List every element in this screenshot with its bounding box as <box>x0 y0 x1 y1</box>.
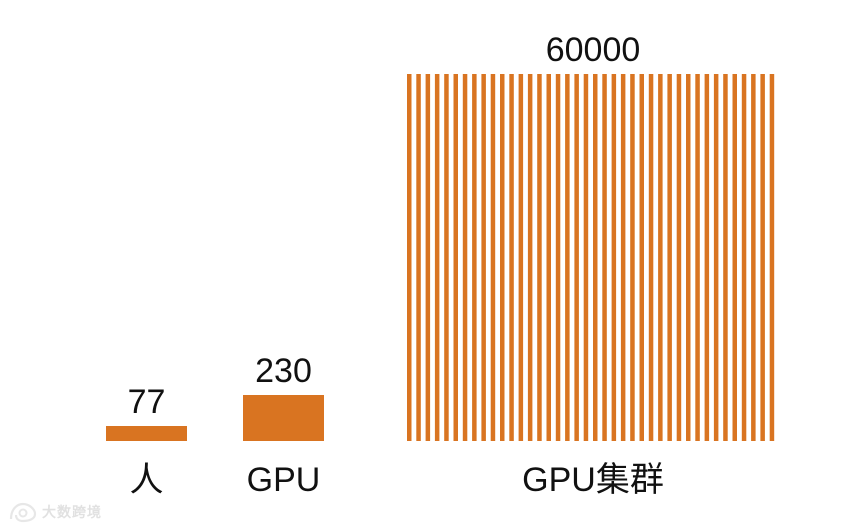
value-label-1: 230 <box>255 352 312 390</box>
bar-stripe <box>537 74 542 441</box>
watermark-logo-icon <box>9 502 37 523</box>
bar-stripe <box>583 74 589 441</box>
bar-1 <box>243 395 324 441</box>
bar-stripe <box>574 74 579 441</box>
bar-stripe <box>658 74 663 441</box>
category-label-0: 人 <box>130 461 164 499</box>
bar-stripe <box>611 74 617 441</box>
bar-stripe <box>732 74 737 441</box>
bar-stripe <box>481 74 486 441</box>
bar-stripe <box>741 74 747 441</box>
bars-layer <box>106 74 775 441</box>
bar-stripe <box>713 74 719 441</box>
bar-stripe <box>462 74 468 441</box>
category-label-1: GPU <box>247 461 321 499</box>
watermark-text: 大数跨境 <box>42 505 102 521</box>
bar-stripe <box>490 74 496 441</box>
bar-stripe <box>676 74 682 441</box>
category-label-2: GPU集群 <box>522 461 664 499</box>
bar-stripe <box>416 74 421 441</box>
bar-stripe <box>639 74 644 441</box>
bar-stripe <box>593 74 598 441</box>
bar-stripe <box>620 74 626 441</box>
bar-stripe <box>500 74 505 441</box>
bar-stripe <box>760 74 765 441</box>
bar-stripe <box>453 74 458 441</box>
bar-stripe <box>667 74 672 441</box>
bar-stripe <box>751 74 756 441</box>
bar-stripe <box>602 74 607 441</box>
bar-stripe <box>546 74 551 441</box>
bar-stripe <box>425 74 431 441</box>
bar-stripe <box>695 74 700 441</box>
bar-stripe <box>769 74 775 441</box>
bar-stripe <box>630 74 635 441</box>
bar-stripe <box>527 74 533 441</box>
bar-0 <box>106 426 187 441</box>
bar-stripe <box>648 74 654 441</box>
bar-stripe <box>704 74 710 441</box>
value-label-2: 60000 <box>546 31 641 69</box>
bar-stripe <box>444 74 449 441</box>
bar-stripe <box>509 74 514 441</box>
bar-stripe <box>565 74 570 441</box>
labels-layer: 77 人 230 GPU 60000 GPU集群 <box>128 31 664 499</box>
bar-stripe <box>723 74 728 441</box>
bar-stripe <box>472 74 477 441</box>
bar-stripe <box>518 74 524 441</box>
bar-stripe <box>686 74 691 441</box>
watermark: 大数跨境 <box>8 500 102 524</box>
bar-stripe <box>407 74 412 441</box>
bar-stripe <box>434 74 440 441</box>
bar-2 <box>407 74 775 441</box>
value-label-0: 77 <box>128 383 166 421</box>
bar-stripe <box>555 74 561 441</box>
